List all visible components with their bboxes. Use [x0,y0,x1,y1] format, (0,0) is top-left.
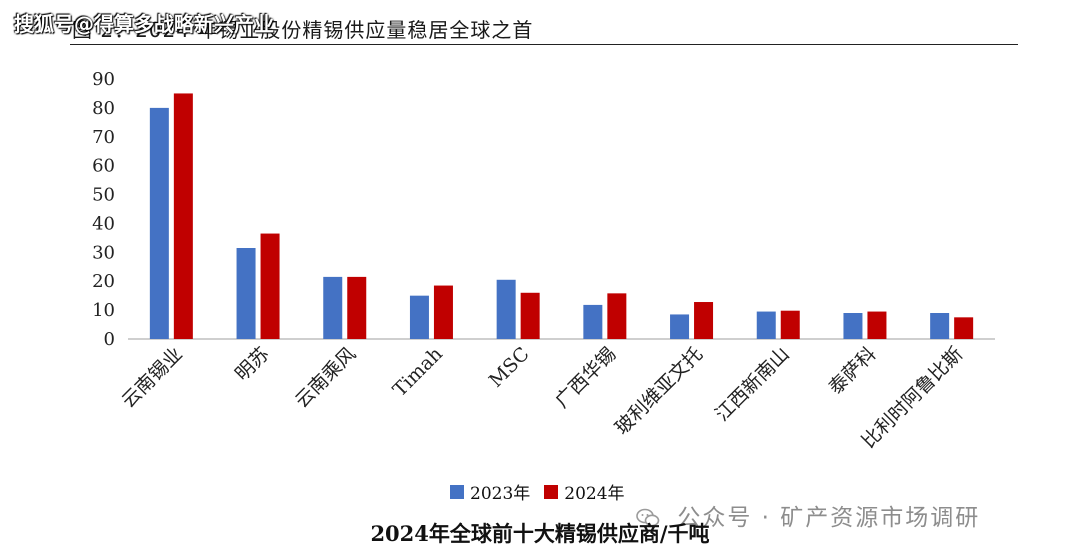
bar-2023-7 [756,311,776,339]
y-tick-label: 60 [92,156,115,177]
y-tick-label: 50 [92,185,115,206]
bar-2024-3 [433,285,453,339]
bar-2023-3 [409,295,429,339]
y-tick-label: 0 [104,329,115,350]
bar-2024-4 [520,292,540,339]
bar-2023-2 [323,276,343,339]
bar-2023-9 [930,313,950,339]
legend-item-2023: 2023年 [450,479,530,504]
title-divider [70,44,1018,45]
bar-2024-1 [260,233,280,339]
bar-2023-6 [670,314,690,339]
y-tick-label: 40 [92,213,115,234]
wechat-watermark-text: 公众号 · 矿产资源市场调研 [677,505,981,531]
chart-caption: 2024年全球前十大精锡供应商/千吨 [370,521,710,546]
source-watermark: 搜狐号@得算多战略新兴产业 [14,12,274,36]
y-tick-label: 30 [92,242,115,263]
y-tick-label: 20 [92,271,115,292]
wechat-icon [636,508,660,527]
legend: 2023年 2024年 [450,479,639,504]
x-tick-label: 玻利维亚文托 [611,343,707,439]
legend-item-2024: 2024年 [544,479,625,504]
x-tick-label: 明苏 [231,343,273,385]
bar-2023-8 [843,313,863,339]
legend-label-2023: 2023年 [470,484,531,504]
bar-2024-7 [780,310,800,339]
figure-title: 图 2：2024 年锡业股份精锡供应量稳居全球之首 [72,18,534,42]
legend-swatch-2024 [544,484,559,499]
x-tick-label: 广西华锡 [551,343,620,412]
y-tick-label: 10 [92,300,115,321]
legend-label-2024: 2024年 [564,484,625,504]
x-tick-label: 云南锡业 [118,343,187,412]
y-tick-label: 80 [92,98,115,119]
y-tick-label: 70 [92,127,115,148]
bar-2023-5 [583,304,603,339]
bar-2024-6 [694,302,714,339]
bar-2024-0 [173,93,193,339]
bar-2024-5 [607,293,627,339]
y-tick-label: 90 [92,69,115,90]
x-tick-label: 泰萨科 [825,343,881,399]
x-tick-label: Timah [389,343,447,401]
bar-2024-2 [347,276,367,339]
legend-swatch-2023 [450,484,464,499]
x-tick-label: MSC [485,343,534,392]
wechat-watermark: 公众号 · 矿产资源市场调研 [636,498,980,532]
bar-2024-9 [954,317,974,339]
bar-2023-1 [236,248,256,339]
bar-2023-0 [149,107,169,339]
x-tick-label: 云南乘风 [291,343,360,412]
x-tick-label: 江西新南山 [711,343,794,426]
bar-2023-4 [496,279,516,339]
bar-2024-8 [867,311,887,339]
